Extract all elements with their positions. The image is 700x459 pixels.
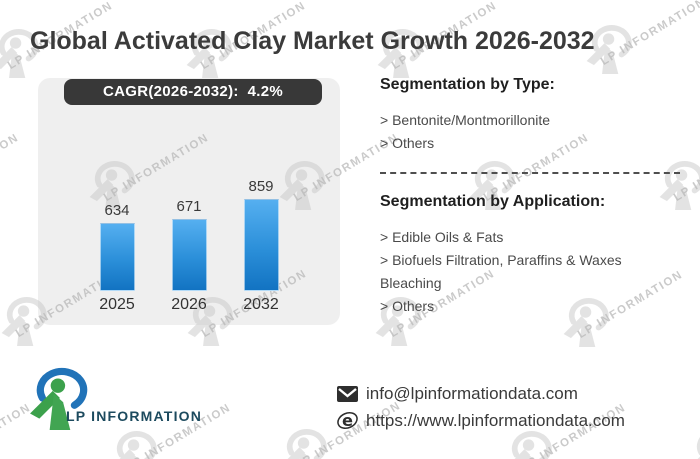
- brand-name: LP INFORMATION: [66, 408, 203, 424]
- bar-year-label: 2025: [99, 296, 135, 313]
- envelope-icon: [337, 386, 358, 402]
- browser-icon: e: [337, 411, 358, 430]
- website-text: https://www.lpinformationdata.com: [366, 410, 625, 430]
- chart-column: 671 2026: [165, 198, 213, 315]
- bar: [99, 223, 135, 291]
- list-item: > Biofuels Filtration, Paraffins & Waxes…: [380, 252, 622, 291]
- bar-year-label: 2026: [171, 296, 207, 313]
- segmentation-type-heading: Segmentation by Type:: [380, 76, 555, 93]
- list-item: > Bentonite/Montmorillonite: [380, 112, 551, 128]
- contact-block: info@lpinformationdata.com e https://www…: [337, 384, 625, 431]
- svg-text:e: e: [342, 411, 353, 430]
- segmentation-column: Segmentation by Type: > Bentonite/Montmo…: [380, 76, 680, 318]
- dashed-divider: [380, 172, 680, 174]
- brand-logo: LP INFORMATION: [28, 364, 248, 444]
- email-text: info@lpinformationdata.com: [366, 384, 578, 403]
- bar-chart: 634 2025 671 2026 859 2032: [38, 78, 340, 325]
- bar: [171, 219, 207, 291]
- list-item: > Others: [380, 135, 435, 151]
- segmentation-type-list: > Bentonite/Montmorillonite > Others: [380, 109, 680, 155]
- chart-column: 634 2025: [93, 202, 141, 315]
- bar: [243, 199, 279, 291]
- cagr-badge: CAGR(2026-2032): 4.2%: [64, 79, 322, 105]
- bar-value-label: 859: [248, 178, 274, 195]
- page-title: Global Activated Clay Market Growth 2026…: [30, 27, 595, 55]
- segmentation-application-list: > Edible Oils & Fats > Biofuels Filtrati…: [380, 226, 680, 318]
- email-row: info@lpinformationdata.com: [337, 384, 625, 404]
- list-item: > Edible Oils & Fats: [380, 229, 504, 245]
- bar-value-label: 634: [104, 202, 130, 219]
- bar-value-label: 671: [176, 198, 202, 215]
- bar-year-label: 2032: [243, 296, 279, 313]
- website-row: e https://www.lpinformationdata.com: [337, 410, 625, 431]
- list-item: > Others: [380, 298, 435, 314]
- chart-column: 859 2032: [237, 178, 285, 315]
- segmentation-application-heading: Segmentation by Application:: [380, 193, 606, 210]
- lp-logo-icon: [30, 367, 88, 430]
